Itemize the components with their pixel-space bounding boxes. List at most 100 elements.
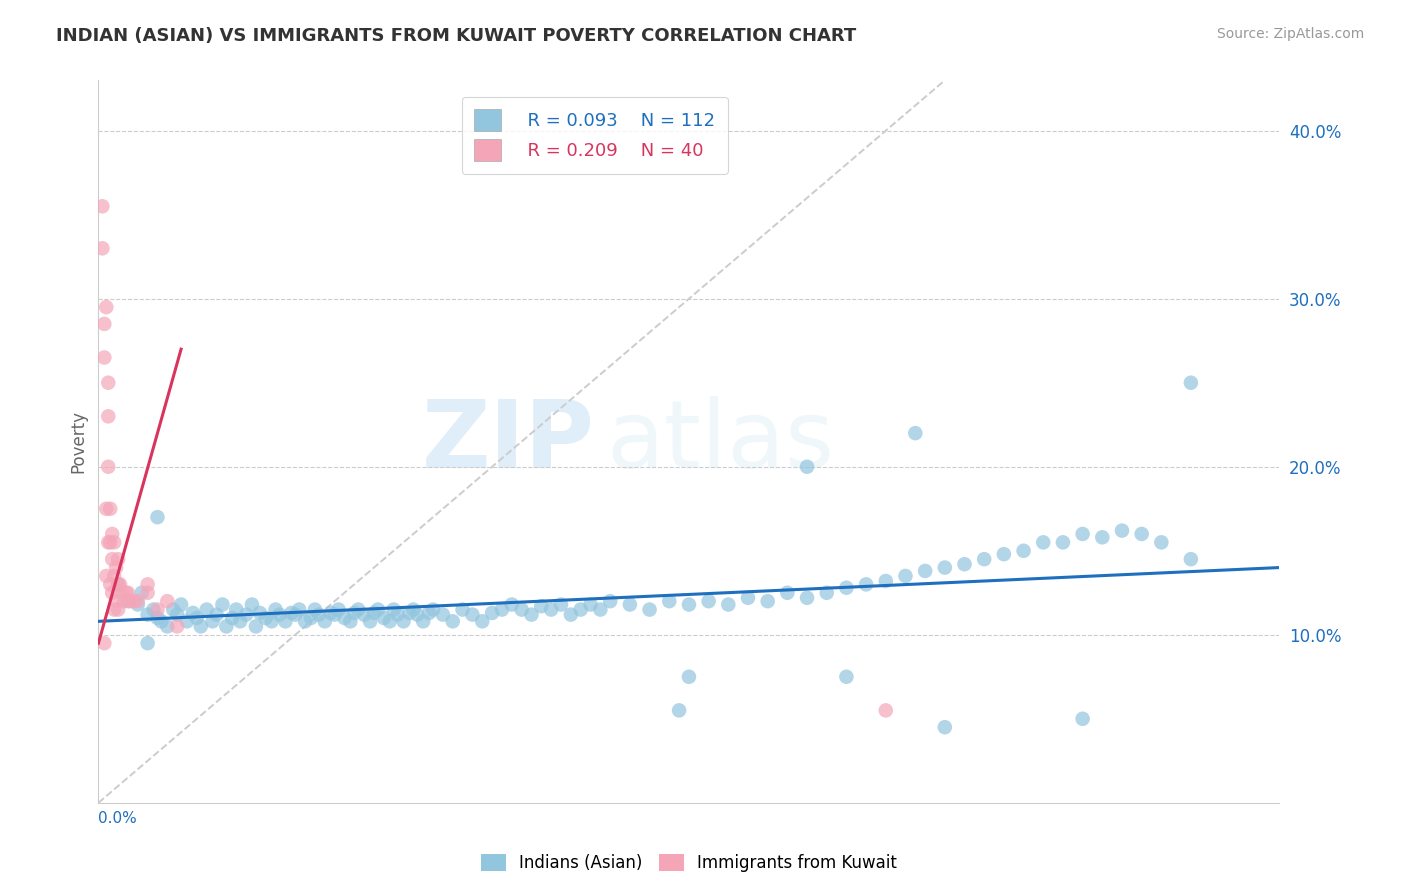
Point bbox=[221, 611, 243, 625]
Point bbox=[146, 602, 169, 616]
Point bbox=[339, 615, 361, 629]
Point bbox=[299, 611, 322, 625]
Point bbox=[115, 586, 138, 600]
Point bbox=[235, 607, 257, 622]
Point bbox=[156, 619, 179, 633]
Point bbox=[1130, 527, 1153, 541]
Point bbox=[359, 615, 381, 629]
Point bbox=[934, 720, 956, 734]
Point bbox=[599, 594, 621, 608]
Point bbox=[201, 615, 224, 629]
Point bbox=[1052, 535, 1074, 549]
Point bbox=[150, 615, 173, 629]
Point bbox=[1032, 535, 1054, 549]
Y-axis label: Poverty: Poverty bbox=[69, 410, 87, 473]
Point bbox=[737, 591, 759, 605]
Point bbox=[308, 607, 330, 622]
Point bbox=[776, 586, 799, 600]
Point bbox=[211, 598, 233, 612]
Point bbox=[333, 611, 356, 625]
Point bbox=[97, 535, 120, 549]
Point bbox=[97, 459, 120, 474]
Point bbox=[510, 602, 533, 616]
Point bbox=[953, 558, 976, 572]
Point bbox=[127, 598, 149, 612]
Point bbox=[166, 619, 188, 633]
Point bbox=[103, 569, 125, 583]
Point bbox=[314, 615, 336, 629]
Point bbox=[127, 594, 149, 608]
Point bbox=[973, 552, 995, 566]
Point bbox=[993, 547, 1015, 561]
Point bbox=[166, 607, 188, 622]
Point bbox=[98, 577, 121, 591]
Point bbox=[619, 598, 641, 612]
Point bbox=[96, 569, 118, 583]
Point bbox=[108, 577, 131, 591]
Point bbox=[101, 527, 124, 541]
Point bbox=[91, 199, 114, 213]
Point bbox=[392, 615, 415, 629]
Point bbox=[796, 459, 818, 474]
Legend: Indians (Asian), Immigrants from Kuwait: Indians (Asian), Immigrants from Kuwait bbox=[474, 847, 904, 879]
Point bbox=[136, 607, 159, 622]
Point bbox=[93, 317, 115, 331]
Point bbox=[658, 594, 681, 608]
Point bbox=[1111, 524, 1133, 538]
Point bbox=[367, 602, 389, 616]
Point bbox=[363, 606, 385, 620]
Point bbox=[240, 598, 263, 612]
Point bbox=[156, 594, 179, 608]
Point bbox=[176, 615, 198, 629]
Point bbox=[319, 606, 342, 620]
Point bbox=[491, 602, 513, 616]
Point bbox=[451, 602, 474, 616]
Point bbox=[1071, 712, 1094, 726]
Point bbox=[717, 598, 740, 612]
Point bbox=[520, 607, 543, 622]
Point bbox=[190, 619, 212, 633]
Point bbox=[280, 606, 302, 620]
Point bbox=[225, 602, 247, 616]
Point bbox=[1091, 530, 1114, 544]
Point bbox=[96, 300, 118, 314]
Point bbox=[107, 552, 129, 566]
Point bbox=[101, 552, 124, 566]
Point bbox=[245, 619, 267, 633]
Point bbox=[131, 586, 153, 600]
Point bbox=[550, 598, 572, 612]
Point bbox=[914, 564, 936, 578]
Point bbox=[205, 607, 228, 622]
Point bbox=[481, 606, 503, 620]
Point bbox=[353, 607, 375, 622]
Point bbox=[668, 703, 690, 717]
Point bbox=[406, 607, 429, 622]
Point bbox=[111, 586, 134, 600]
Point bbox=[136, 586, 159, 600]
Point bbox=[229, 615, 252, 629]
Point bbox=[343, 606, 366, 620]
Point bbox=[875, 703, 897, 717]
Point bbox=[579, 598, 602, 612]
Point bbox=[98, 535, 121, 549]
Text: atlas: atlas bbox=[606, 395, 835, 488]
Point bbox=[117, 594, 139, 608]
Point bbox=[105, 594, 128, 608]
Point bbox=[274, 615, 297, 629]
Point bbox=[1180, 552, 1202, 566]
Point bbox=[122, 594, 145, 608]
Point bbox=[678, 598, 700, 612]
Point bbox=[91, 241, 114, 255]
Point bbox=[112, 594, 135, 608]
Point bbox=[904, 426, 927, 441]
Point bbox=[304, 602, 326, 616]
Point bbox=[756, 594, 779, 608]
Point bbox=[560, 607, 582, 622]
Point bbox=[96, 501, 118, 516]
Point bbox=[412, 615, 434, 629]
Point bbox=[105, 560, 128, 574]
Point bbox=[347, 602, 370, 616]
Point bbox=[569, 602, 592, 616]
Point bbox=[103, 535, 125, 549]
Point bbox=[382, 602, 405, 616]
